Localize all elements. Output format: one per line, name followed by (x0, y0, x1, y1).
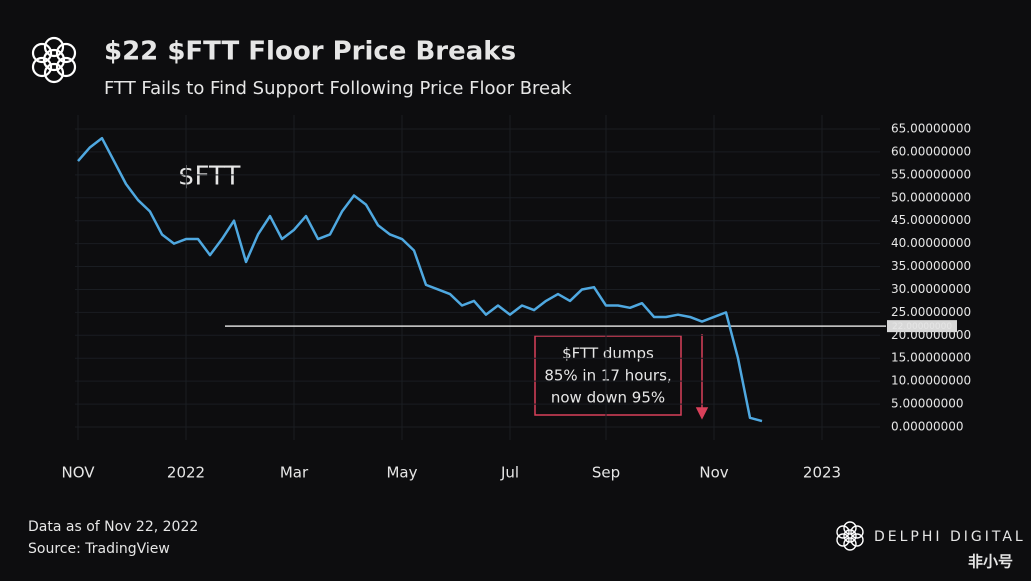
y-tick-label: 35.00000000 (891, 259, 971, 273)
y-tick-label: 60.00000000 (891, 144, 971, 158)
arrow (695, 334, 709, 420)
x-tick-label: Nov (699, 464, 728, 482)
y-tick-label: 10.00000000 (891, 374, 971, 388)
floor-label: 22.00000000 (892, 322, 952, 332)
callout-box (534, 335, 682, 416)
callout-text: $FTT dumps (562, 345, 654, 363)
footer-note: Data as of Nov 22, 2022 (28, 519, 198, 535)
y-tick-label: 50.00000000 (891, 190, 971, 204)
y-tick-label: 45.00000000 (891, 213, 971, 227)
x-tick-label: Jul (500, 464, 519, 482)
x-tick-label: 2023 (803, 464, 841, 482)
y-tick-label: 65.00000000 (891, 122, 971, 136)
y-tick-label: 30.00000000 (891, 282, 971, 296)
x-tick-label: NOV (61, 464, 95, 482)
callout-text: 85% in 17 hours, (544, 367, 671, 385)
title: $22 $FTT Floor Price Breaks (104, 37, 516, 67)
y-tick-label: 40.00000000 (891, 236, 971, 250)
price-line (77, 136, 763, 423)
x-tick-label: May (386, 464, 417, 482)
brand-logo (836, 521, 864, 551)
callout-text: now down 95% (551, 389, 665, 407)
footer-source: Source: TradingView (28, 541, 170, 557)
y-tick-label: 25.00000000 (891, 305, 971, 319)
y-tick-label: 55.00000000 (891, 167, 971, 181)
brand: DELPHI DIGITAL (874, 529, 1026, 545)
logo (31, 36, 77, 84)
floor-label-box (887, 320, 957, 333)
x-tick-label: 2022 (167, 464, 205, 482)
y-tick-label: 0.00000000 (891, 420, 964, 434)
subtitle: FTT Fails to Find Support Following Pric… (104, 78, 572, 99)
y-tick-label: 5.00000000 (891, 397, 964, 411)
y-tick-label: 15.00000000 (891, 351, 971, 365)
x-tick-label: Sep (592, 464, 620, 482)
x-tick-label: Mar (280, 464, 309, 482)
watermark: 非小号 (968, 553, 1013, 571)
series-label: $FTT (178, 162, 240, 192)
